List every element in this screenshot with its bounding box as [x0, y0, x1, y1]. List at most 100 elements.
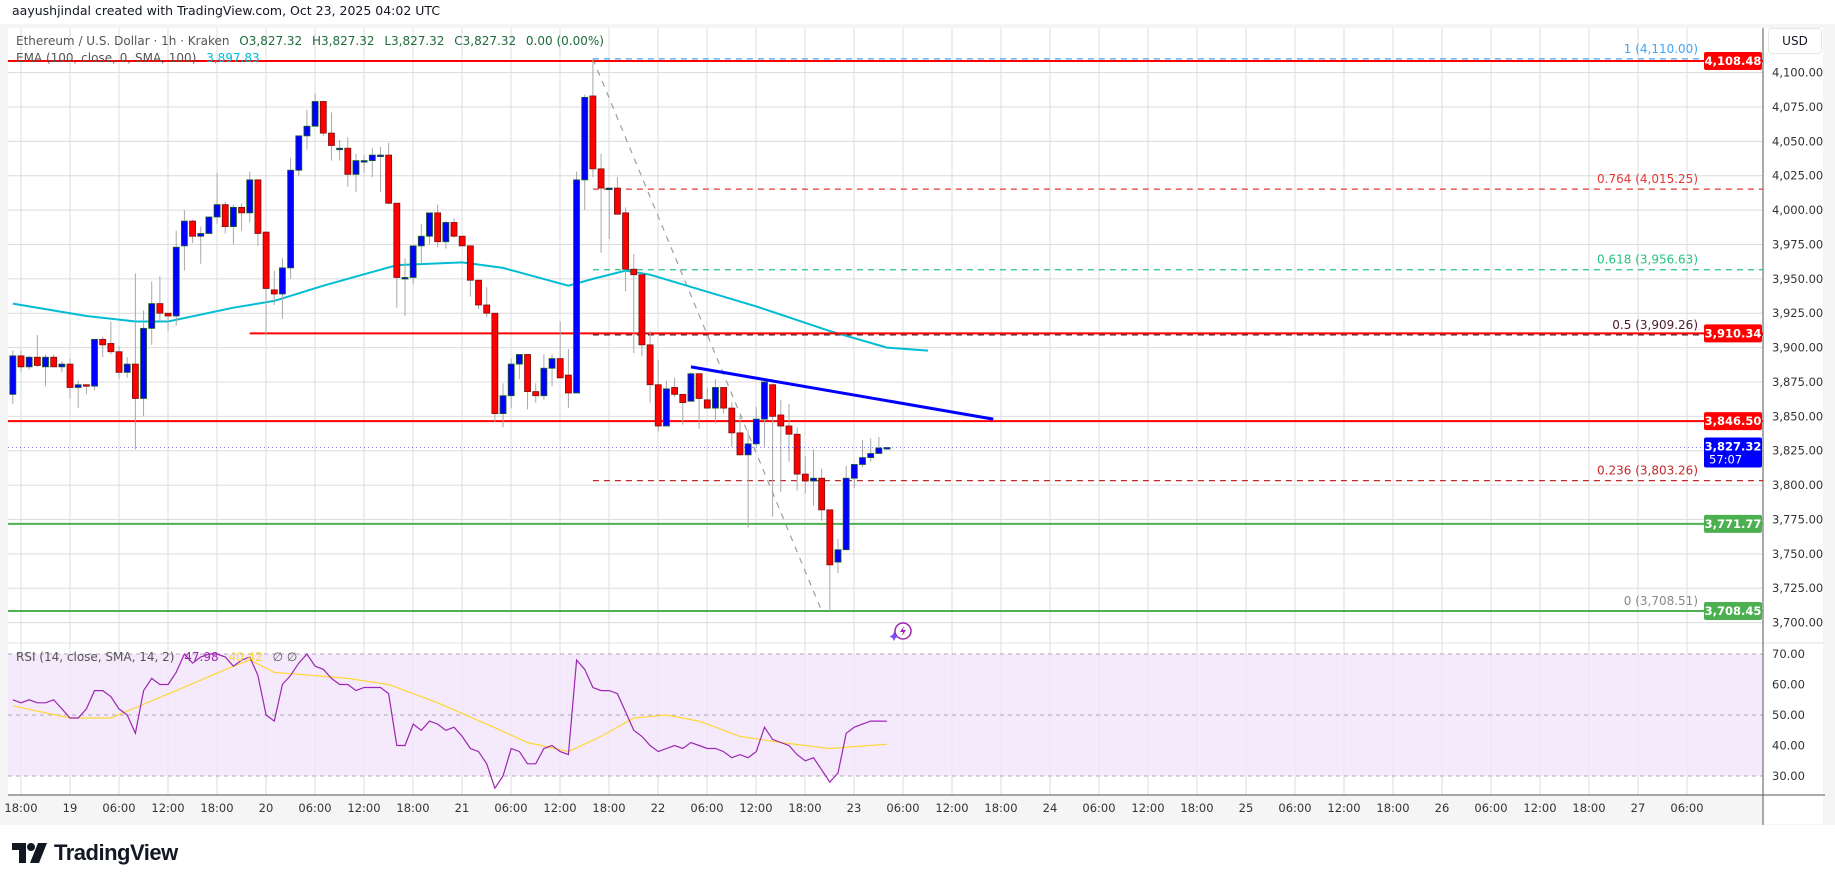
candle [279, 258, 286, 319]
candle-down-body [99, 338, 107, 346]
candle-down-body [262, 231, 270, 289]
candle [540, 354, 548, 400]
candle-down-body [785, 425, 793, 435]
resistance-price-label: 3,846.50 [1705, 414, 1762, 428]
candle-down-body [221, 204, 229, 228]
candle-up-body [712, 387, 719, 409]
candle-down-body [328, 132, 335, 146]
candle-up-body [581, 96, 589, 181]
candle-down-body [728, 407, 736, 434]
candle [164, 312, 172, 332]
candle-up-body [515, 354, 523, 365]
candle [687, 372, 695, 402]
candle-up-body [172, 246, 180, 317]
candle-up-body [213, 204, 221, 218]
price-tick-label: 3,975.00 [1772, 237, 1823, 251]
time-tick-label: 06:00 [1082, 801, 1115, 815]
tradingview-logo[interactable]: TradingView [12, 840, 178, 866]
candle-down-body [597, 168, 605, 189]
candle [499, 383, 507, 428]
candle-down-body [107, 343, 115, 353]
ema-label[interactable]: EMA (100, close, 0, SMA, 100) [16, 51, 197, 65]
resistance-price-label: 4,108.48 [1705, 54, 1762, 68]
time-tick-label: 12:00 [1131, 801, 1164, 815]
candle-down-body [524, 354, 531, 393]
candle [50, 354, 58, 368]
candle [303, 109, 311, 150]
time-tick-label: 27 [1631, 801, 1646, 815]
time-tick-label: 23 [847, 801, 862, 815]
time-tick-label: 06:00 [298, 801, 331, 815]
candle-up-body [246, 179, 254, 214]
time-tick-label: 24 [1043, 801, 1058, 815]
candle [287, 157, 295, 279]
time-tick-label: 21 [455, 801, 470, 815]
candle-up-body [761, 381, 768, 420]
candle [254, 179, 262, 246]
candle-down-body [793, 433, 801, 475]
candle-down-body [82, 384, 90, 387]
candle-up-body [295, 135, 303, 171]
rsi-tick-label: 60.00 [1772, 678, 1805, 692]
rsi-tick-label: 40.00 [1772, 739, 1805, 753]
candle [466, 245, 474, 297]
candle-down-body [589, 95, 597, 170]
rsi-extra: ∅ ∅ [272, 650, 298, 664]
price-chart[interactable]: 18:00 19 06:00 12:00 18:00 20 06:00 12:00 18:00 2… [0, 24, 1835, 825]
candle [270, 270, 278, 305]
candle-up-body [744, 443, 752, 456]
candle-down-body [50, 356, 58, 368]
rsi-tick-label: 30.00 [1772, 769, 1805, 783]
candle-down-body [344, 147, 352, 175]
candle [654, 359, 662, 432]
ema-legend: EMA (100, close, 0, SMA, 100) 3,897.83 [16, 51, 266, 65]
candle-up-body [352, 160, 360, 175]
rsi-tick-label: 50.00 [1772, 708, 1805, 722]
rsi-label[interactable]: RSI (14, close, SMA, 14, 2) [16, 650, 175, 664]
time-tick-label: 26 [1435, 801, 1450, 815]
candle-down-body [319, 101, 327, 134]
candle-up-body [230, 206, 237, 228]
open-value: O3,827.32 [239, 34, 303, 48]
candle [581, 94, 589, 211]
time-tick-label: 18:00 [4, 801, 37, 815]
rsi-legend: RSI (14, close, SMA, 14, 2) 47.98 40.42 … [16, 650, 303, 664]
candle-down-body [638, 274, 646, 346]
resistance-price-tag [1704, 324, 1762, 343]
lightning-icon[interactable] [889, 622, 912, 641]
candle [66, 358, 74, 399]
candle-down-body [630, 268, 638, 276]
resistance-price-tag [1704, 412, 1762, 431]
candle-down-body [491, 312, 499, 415]
time-tick-label: 18:00 [1180, 801, 1213, 815]
candle [344, 137, 352, 187]
candle [744, 430, 752, 528]
candle [736, 416, 744, 456]
candle-down-body [646, 344, 654, 386]
candle-down-body [238, 206, 245, 214]
candle-down-body [818, 477, 826, 511]
price-tick-label: 3,900.00 [1772, 341, 1823, 355]
candle [622, 207, 629, 292]
time-tick-label: 06:00 [1670, 801, 1703, 815]
candle [189, 219, 196, 244]
currency-button[interactable]: USD [1768, 28, 1822, 54]
tradingview-logo-icon [12, 843, 47, 863]
candle-up-body [180, 220, 188, 247]
axis-background [1763, 28, 1823, 824]
candle-down-body [131, 363, 139, 399]
candle [793, 427, 801, 491]
candle [638, 271, 646, 356]
candle-up-body [810, 477, 817, 482]
time-tick-label: 22 [651, 801, 666, 815]
time-tick-label: 06:00 [1278, 801, 1311, 815]
candle [434, 204, 442, 248]
candle [197, 226, 205, 264]
candle-up-body [91, 338, 98, 387]
candle-up-body [834, 549, 842, 563]
candle-down-body [679, 393, 687, 404]
bar-countdown-label: 57:07 [1709, 453, 1742, 467]
time-tick-label: 18:00 [1572, 801, 1605, 815]
candle [417, 223, 425, 264]
symbol-name[interactable]: Ethereum / U.S. Dollar · 1h · Kraken [16, 34, 230, 48]
